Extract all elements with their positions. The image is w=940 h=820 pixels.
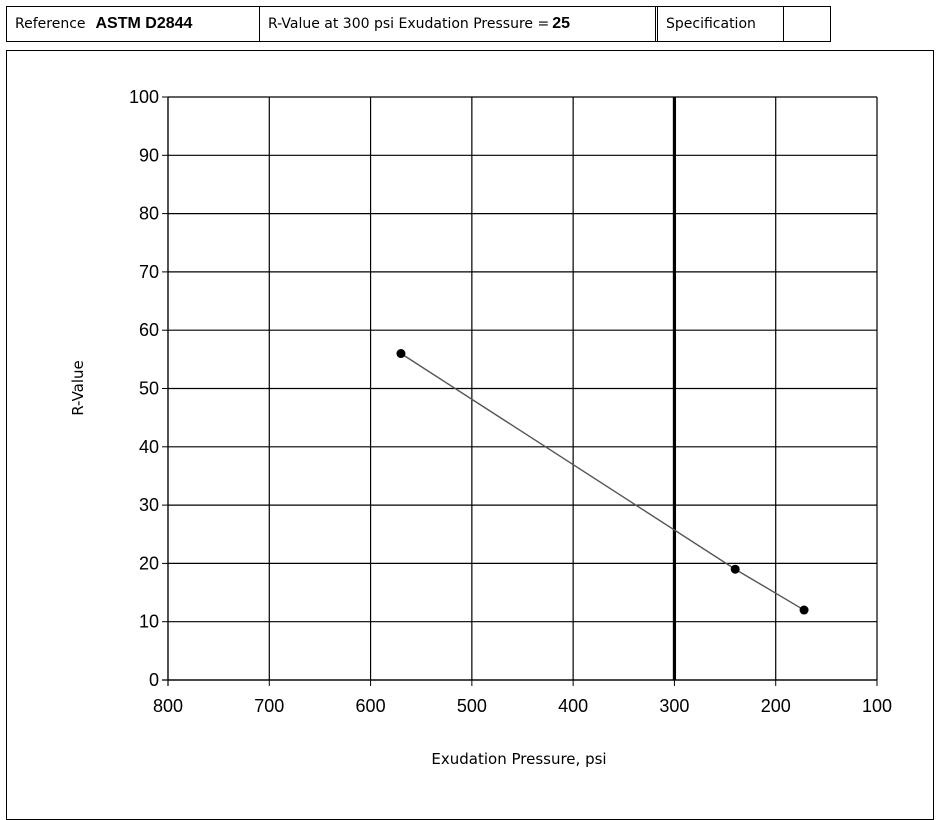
x-tick-labels: 800 700 600 500 400 300 200 100 (153, 696, 892, 716)
y-tick-label: 70 (139, 262, 159, 282)
data-point (730, 564, 740, 574)
data-point (799, 605, 809, 615)
y-axis-title: R-Value (69, 360, 87, 416)
y-tick-label: 0 (149, 670, 159, 690)
x-tick-label: 700 (254, 696, 284, 716)
y-tick-label: 10 (139, 612, 159, 632)
x-tick-label: 600 (356, 696, 386, 716)
axes (162, 96, 878, 686)
y-tick-label: 60 (139, 320, 159, 340)
rvalue-label: R-Value at 300 psi Exudation Pressure = (268, 16, 550, 32)
data-point (396, 349, 406, 359)
x-tick-label: 200 (761, 696, 791, 716)
chart-frame: 0 10 20 30 40 50 60 70 80 90 100 800 700 600 500 400 30… (6, 50, 934, 820)
y-tick-labels: 0 10 20 30 40 50 60 70 80 90 100 (129, 87, 159, 690)
reference-label: Reference (15, 16, 86, 32)
rvalue-value: 25 (552, 15, 570, 32)
y-tick-label: 30 (139, 495, 159, 515)
x-tick-label: 100 (862, 696, 892, 716)
specification-label: Specification (666, 16, 756, 32)
y-tick-label: 100 (129, 87, 159, 107)
grid-lines (167, 96, 878, 681)
y-tick-label: 90 (139, 145, 159, 165)
x-tick-label: 500 (457, 696, 487, 716)
rvalue-cell: R-Value at 300 psi Exudation Pressure = … (260, 7, 658, 41)
y-tick-label: 80 (139, 204, 159, 224)
series-line (400, 352, 805, 611)
y-tick-label: 20 (139, 553, 159, 573)
r-value-chart: 0 10 20 30 40 50 60 70 80 90 100 800 700 600 500 400 30… (69, 87, 892, 768)
x-tick-label: 300 (659, 696, 689, 716)
header-table: Reference ASTM D2844 R-Value at 300 psi … (6, 6, 831, 42)
x-tick-label: 800 (153, 696, 183, 716)
reference-value: ASTM D2844 (95, 15, 193, 32)
y-tick-label: 50 (139, 379, 159, 399)
series-group (396, 349, 809, 615)
specification-cell: Specification (658, 7, 784, 41)
y-tick-label: 40 (139, 437, 159, 457)
specification-value-cell (784, 7, 830, 41)
x-tick-label: 400 (558, 696, 588, 716)
x-axis-title: Exudation Pressure, psi (431, 750, 606, 768)
reference-cell: Reference ASTM D2844 (7, 7, 260, 41)
